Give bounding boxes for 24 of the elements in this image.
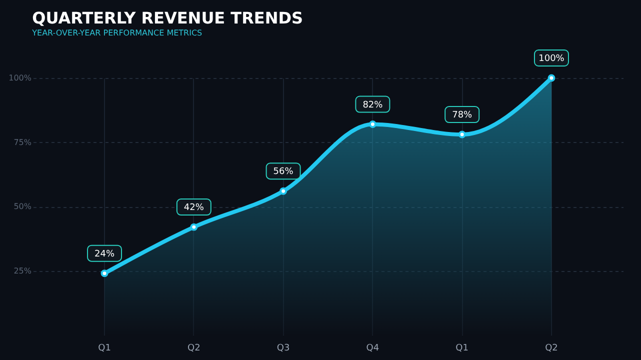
x-tick-label: Q1 — [98, 344, 111, 354]
data-label: 78% — [452, 110, 473, 121]
point — [100, 270, 108, 278]
data-label: 42% — [184, 203, 204, 214]
point — [280, 187, 288, 195]
y-tick-label: 100% — [8, 74, 32, 82]
y-tick-label: 75% — [14, 138, 32, 147]
point — [548, 74, 556, 82]
data-label: 24% — [94, 249, 115, 260]
data-label: 100% — [538, 54, 565, 64]
x-tick-label: Q1 — [456, 344, 468, 354]
point — [368, 120, 376, 128]
x-tick-label: Q3 — [276, 344, 290, 354]
y-tick-label: 25% — [14, 266, 32, 276]
point — [190, 223, 198, 231]
chart-subtitle: YEAR-OVER-YEAR PERFORMANCE METRICS — [31, 28, 202, 38]
x-tick-label: Q2 — [188, 344, 200, 354]
x-tick-label: Q4 — [366, 344, 380, 354]
y-tick-label: 50% — [14, 202, 32, 211]
data-label: 56% — [273, 167, 294, 178]
point — [458, 130, 466, 138]
data-label: 82% — [362, 100, 384, 110]
x-tick-label: Q2 — [545, 344, 558, 354]
chart-title: QUARTERLY REVENUE TRENDS — [32, 8, 304, 28]
